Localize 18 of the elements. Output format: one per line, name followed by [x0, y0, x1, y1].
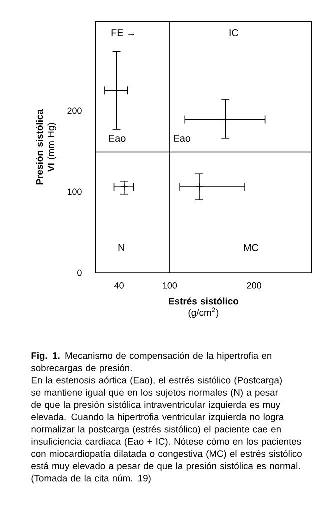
annotation: Eao [109, 135, 126, 142]
text: Fig. 1. Mecanismo de compensación de la hipertrofia en sobrecargas de presión. [31, 352, 272, 374]
point [222, 116, 230, 124]
annotation: FE → [112, 30, 134, 36]
point [196, 183, 204, 191]
y-tick-label: 200 [68, 108, 82, 114]
x-tick-label: 100 [163, 282, 178, 289]
x-tick-label: 40 [114, 282, 124, 289]
annotation: IC [230, 29, 239, 37]
y-tick-label: 100 [68, 188, 82, 196]
annotation: MC [244, 244, 259, 252]
annotation: N [118, 244, 124, 252]
x-axis-title: Estrés sistólico (g/cm$^{2}$) [169, 298, 239, 318]
y-tick-label: 0 [78, 270, 82, 276]
x-tick-label: 200 [247, 282, 262, 289]
text: En la estenosis aórtica (Eao), el estrés sistólico (Postcarga) se mantiene igual que en los sujetos normales (N) a pesar de que la presión sistólica intraventricular izquierda es muy elevada. Cuando la hipertrofia ventricular izquierda no logra normalizar la postcarga (estrés sistólico) el paciente cae en insuficiencia cardíaca (Eao + IC). Nótese cómo en los pacientes con miocardiopatía dilatada o congestiva (MC) el estrés sistólico está muy elevado a pesar de que la presión sistólica es normal. (Tomada de la cita núm. 19) [31, 376, 302, 484]
annotation: Eao [174, 135, 191, 142]
point [112, 86, 121, 94]
